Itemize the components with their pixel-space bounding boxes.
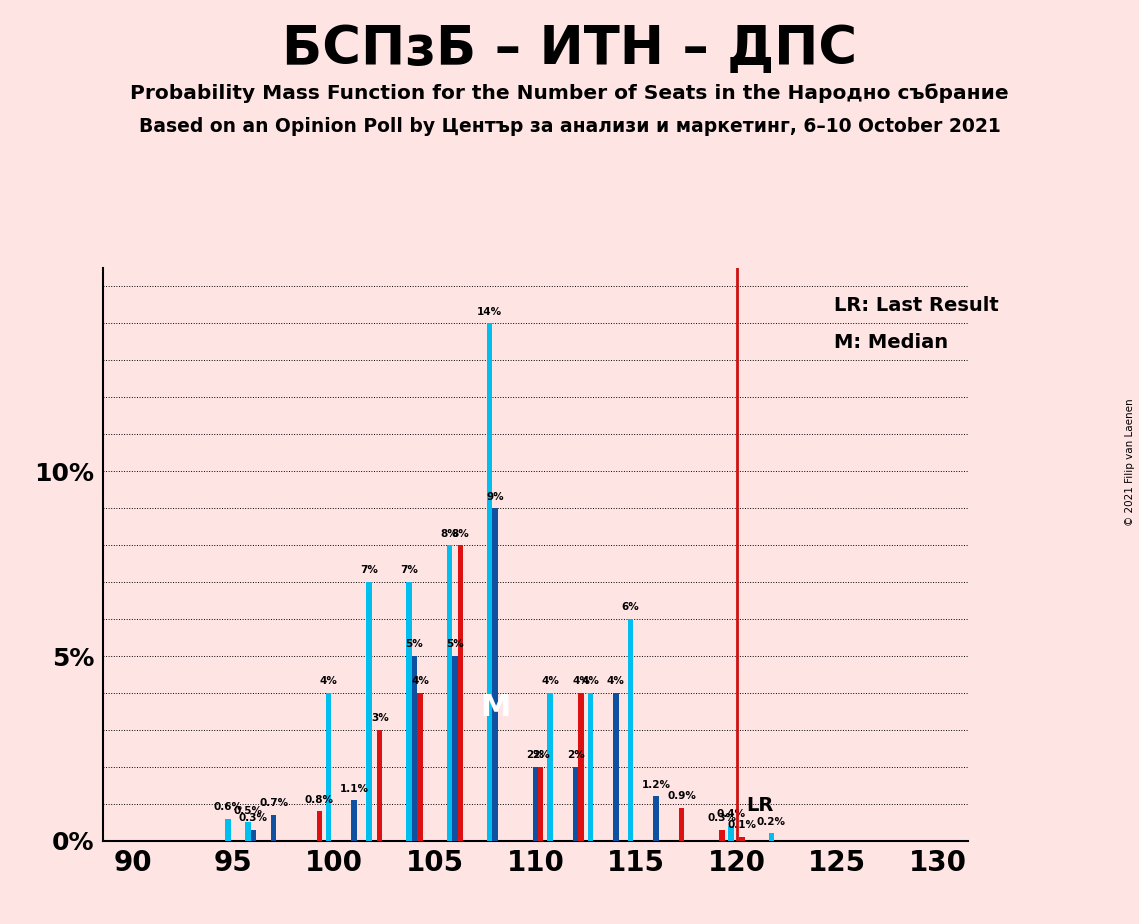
Text: 0.7%: 0.7% — [259, 798, 288, 808]
Bar — [679, 808, 685, 841]
Text: 0.8%: 0.8% — [305, 795, 334, 805]
Text: M: Median: M: Median — [834, 333, 948, 352]
Bar — [739, 837, 745, 841]
Text: LR: Last Result: LR: Last Result — [834, 296, 999, 315]
Bar — [245, 822, 251, 841]
Text: 6%: 6% — [622, 602, 639, 613]
Text: 8%: 8% — [441, 529, 458, 539]
Bar — [729, 826, 734, 841]
Text: 0.4%: 0.4% — [716, 809, 746, 820]
Bar — [366, 582, 371, 841]
Text: M: M — [480, 693, 510, 723]
Bar — [719, 830, 724, 841]
Bar — [458, 545, 462, 841]
Text: 4%: 4% — [320, 676, 337, 687]
Bar — [579, 693, 584, 841]
Bar — [446, 545, 452, 841]
Bar — [654, 796, 658, 841]
Bar — [588, 693, 593, 841]
Text: 4%: 4% — [607, 676, 625, 687]
Text: 0.5%: 0.5% — [233, 806, 263, 816]
Bar — [317, 811, 322, 841]
Text: 0.6%: 0.6% — [213, 802, 243, 812]
Bar — [486, 323, 492, 841]
Text: 5%: 5% — [405, 639, 424, 650]
Bar — [769, 833, 775, 841]
Bar — [271, 815, 277, 841]
Bar — [352, 800, 357, 841]
Text: 0.9%: 0.9% — [667, 791, 696, 801]
Bar — [613, 693, 618, 841]
Text: БСПзБ – ИТН – ДПС: БСПзБ – ИТН – ДПС — [282, 23, 857, 75]
Text: 8%: 8% — [451, 529, 469, 539]
Bar — [628, 619, 633, 841]
Bar — [417, 693, 423, 841]
Text: 9%: 9% — [486, 492, 503, 502]
Text: 14%: 14% — [477, 307, 502, 317]
Bar — [412, 656, 417, 841]
Bar — [377, 730, 383, 841]
Bar — [533, 767, 538, 841]
Text: 2%: 2% — [526, 750, 544, 760]
Text: 0.1%: 0.1% — [728, 821, 756, 831]
Bar — [573, 767, 579, 841]
Text: 3%: 3% — [371, 713, 388, 723]
Bar — [326, 693, 331, 841]
Text: 4%: 4% — [581, 676, 599, 687]
Bar — [492, 508, 498, 841]
Text: 4%: 4% — [572, 676, 590, 687]
Text: Based on an Opinion Poll by Център за анализи и маркетинг, 6–10 October 2021: Based on an Opinion Poll by Център за ан… — [139, 117, 1000, 137]
Text: 2%: 2% — [532, 750, 550, 760]
Text: © 2021 Filip van Laenen: © 2021 Filip van Laenen — [1125, 398, 1134, 526]
Text: 2%: 2% — [567, 750, 584, 760]
Text: 4%: 4% — [541, 676, 559, 687]
Bar — [548, 693, 552, 841]
Text: 7%: 7% — [360, 565, 378, 576]
Text: 5%: 5% — [446, 639, 464, 650]
Text: LR: LR — [747, 796, 775, 815]
Text: 1.2%: 1.2% — [641, 780, 671, 790]
Text: Probability Mass Function for the Number of Seats in the Народно събрание: Probability Mass Function for the Number… — [130, 83, 1009, 103]
Text: 4%: 4% — [411, 676, 429, 687]
Bar — [407, 582, 412, 841]
Text: 7%: 7% — [400, 565, 418, 576]
Bar — [226, 819, 230, 841]
Text: 0.3%: 0.3% — [239, 813, 268, 823]
Text: 1.1%: 1.1% — [339, 784, 369, 794]
Text: 0.2%: 0.2% — [757, 817, 786, 827]
Bar — [452, 656, 458, 841]
Text: 0.3%: 0.3% — [707, 813, 737, 823]
Bar — [538, 767, 543, 841]
Bar — [251, 830, 256, 841]
